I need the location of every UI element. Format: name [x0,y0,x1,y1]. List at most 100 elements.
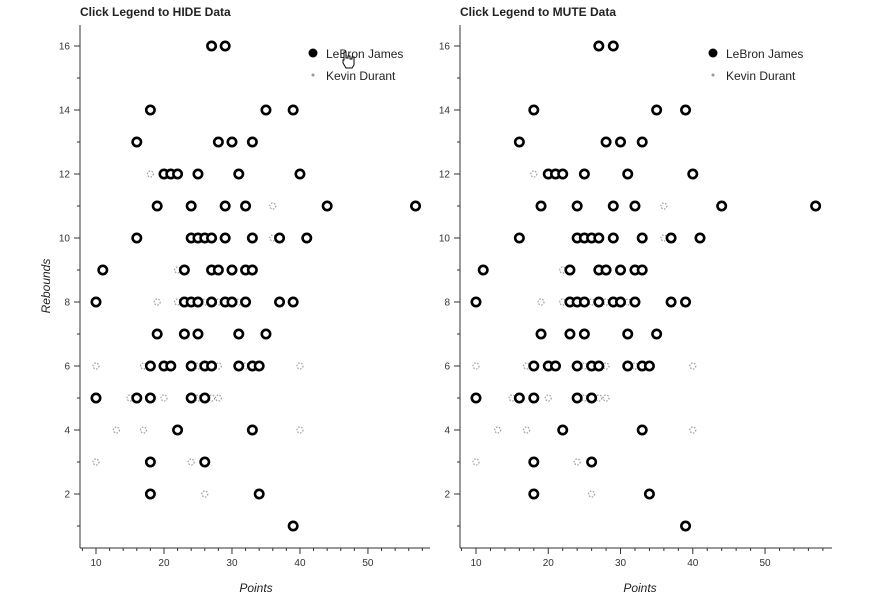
lebron-point[interactable] [557,168,569,180]
lebron-point[interactable] [226,296,238,308]
lebron-point[interactable] [513,392,525,404]
lebron-point[interactable] [687,168,699,180]
lebron-point[interactable] [206,296,218,308]
lebron-point[interactable] [680,104,692,116]
lebron-point[interactable] [144,488,156,500]
lebron-point[interactable] [192,328,204,340]
lebron-point[interactable] [287,296,299,308]
lebron-point[interactable] [593,296,605,308]
lebron-point[interactable] [600,264,612,276]
lebron-point[interactable] [593,232,605,244]
lebron-point[interactable] [260,104,272,116]
lebron-point[interactable] [528,104,540,116]
lebron-point[interactable] [622,360,634,372]
legend-item-durant-left[interactable]: Kevin Durant [311,69,397,83]
lebron-point[interactable] [219,40,231,52]
lebron-point[interactable] [636,136,648,148]
lebron-point[interactable] [571,200,583,212]
lebron-point[interactable] [246,264,258,276]
lebron-point[interactable] [97,264,109,276]
lebron-point[interactable] [246,136,258,148]
lebron-point[interactable] [643,488,655,500]
lebron-point[interactable] [199,392,211,404]
lebron-point[interactable] [636,264,648,276]
lebron-point[interactable] [260,328,272,340]
lebron-point[interactable] [144,104,156,116]
lebron-point[interactable] [240,200,252,212]
lebron-point[interactable] [615,136,627,148]
lebron-point[interactable] [528,392,540,404]
lebron-point[interactable] [253,360,265,372]
lebron-point[interactable] [636,424,648,436]
lebron-point[interactable] [131,136,143,148]
lebron-point[interactable] [600,136,612,148]
lebron-point[interactable] [246,424,258,436]
lebron-point[interactable] [185,360,197,372]
lebron-point[interactable] [564,328,576,340]
lebron-point[interactable] [410,200,422,212]
lebron-point[interactable] [528,488,540,500]
lebron-point[interactable] [294,168,306,180]
lebron-point[interactable] [185,392,197,404]
lebron-point[interactable] [615,264,627,276]
lebron-point[interactable] [622,168,634,180]
lebron-point[interactable] [219,200,231,212]
lebron-point[interactable] [593,360,605,372]
lebron-point[interactable] [643,360,655,372]
lebron-point[interactable] [199,456,211,468]
lebron-point[interactable] [680,520,692,532]
lebron-point[interactable] [651,104,663,116]
lebron-point[interactable] [477,264,489,276]
lebron-point[interactable] [206,232,218,244]
legend-item-lebron-right[interactable]: LeBron James [708,47,804,61]
lebron-point[interactable] [178,328,190,340]
lebron-point[interactable] [185,200,197,212]
lebron-point[interactable] [206,40,218,52]
lebron-point[interactable] [528,360,540,372]
lebron-point[interactable] [233,328,245,340]
lebron-point[interactable] [90,296,102,308]
lebron-point[interactable] [253,488,265,500]
lebron-point[interactable] [513,232,525,244]
lebron-point[interactable] [578,328,590,340]
lebron-point[interactable] [629,200,641,212]
lebron-point[interactable] [90,392,102,404]
lebron-point[interactable] [131,392,143,404]
lebron-point[interactable] [274,232,286,244]
lebron-point[interactable] [233,360,245,372]
lebron-point[interactable] [607,232,619,244]
lebron-point[interactable] [151,200,163,212]
lebron-point[interactable] [144,456,156,468]
lebron-point[interactable] [321,200,333,212]
lebron-point[interactable] [694,232,706,244]
lebron-point[interactable] [557,424,569,436]
lebron-point[interactable] [665,232,677,244]
lebron-point[interactable] [615,296,627,308]
lebron-point[interactable] [586,456,598,468]
lebron-point[interactable] [144,360,156,372]
lebron-point[interactable] [172,168,184,180]
lebron-point[interactable] [513,136,525,148]
lebron-point[interactable] [470,296,482,308]
lebron-point[interactable] [240,296,252,308]
lebron-point[interactable] [593,40,605,52]
lebron-point[interactable] [226,264,238,276]
lebron-point[interactable] [622,328,634,340]
lebron-point[interactable] [274,296,286,308]
lebron-point[interactable] [151,328,163,340]
lebron-point[interactable] [233,168,245,180]
lebron-point[interactable] [578,168,590,180]
lebron-point[interactable] [810,200,822,212]
lebron-point[interactable] [607,200,619,212]
lebron-point[interactable] [528,456,540,468]
lebron-point[interactable] [549,360,561,372]
lebron-point[interactable] [470,392,482,404]
lebron-point[interactable] [219,232,231,244]
lebron-point[interactable] [636,232,648,244]
lebron-point[interactable] [212,264,224,276]
lebron-point[interactable] [586,392,598,404]
lebron-point[interactable] [665,296,677,308]
lebron-point[interactable] [165,360,177,372]
lebron-point[interactable] [226,136,238,148]
lebron-point[interactable] [246,232,258,244]
